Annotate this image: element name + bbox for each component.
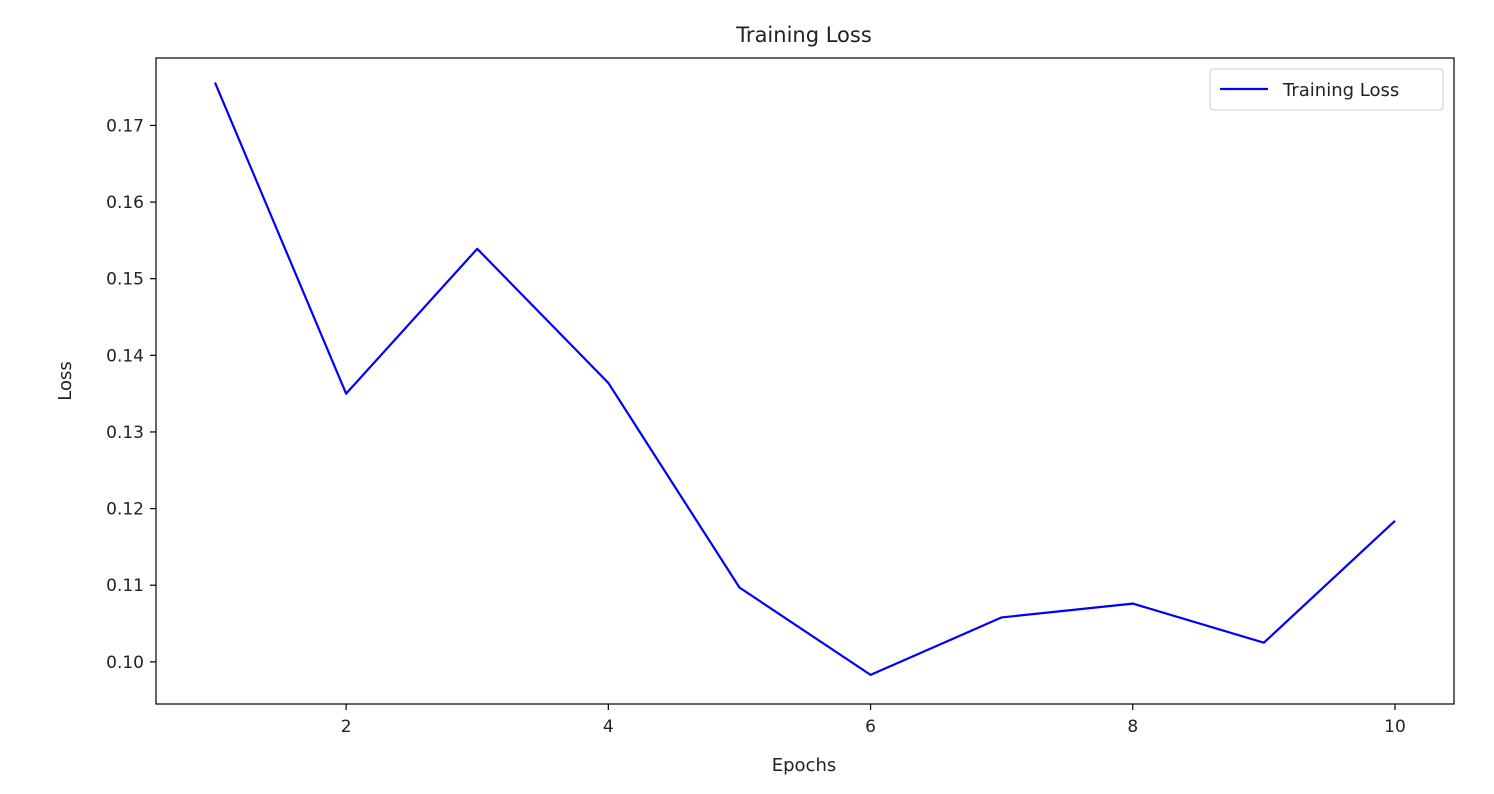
y-axis-ticks: 0.10 0.11 0.12 0.13 0.14 0.15 0.16 0.17 — [106, 116, 156, 673]
x-tick-label: 10 — [1384, 717, 1406, 737]
y-tick-label: 0.16 — [106, 193, 144, 213]
legend-box — [1209, 68, 1444, 111]
y-tick-label: 0.14 — [106, 346, 144, 366]
y-tick-label: 0.15 — [106, 270, 144, 290]
y-tick-label: 0.12 — [106, 500, 144, 520]
y-tick-label: 0.11 — [106, 576, 144, 596]
series-line — [213, 82, 1396, 676]
legend-label: Training Loss — [1282, 80, 1399, 101]
x-axis-label: Epochs — [772, 755, 837, 776]
legend: Training Loss — [1209, 68, 1444, 111]
y-tick-label: 0.13 — [106, 423, 144, 443]
y-axis-label: Loss — [55, 361, 76, 400]
x-tick-label: 6 — [865, 717, 876, 737]
x-tick-label: 4 — [603, 717, 614, 737]
chart-title: Training Loss — [735, 23, 872, 47]
y-tick-label: 0.10 — [106, 653, 144, 673]
plot-area — [213, 82, 1396, 676]
y-tick-label: 0.17 — [106, 116, 144, 136]
x-tick-label: 8 — [1127, 717, 1138, 737]
plot-frame — [155, 57, 1455, 705]
x-axis-ticks: 2 4 6 8 10 — [341, 704, 1406, 737]
x-tick-label: 2 — [341, 717, 352, 737]
